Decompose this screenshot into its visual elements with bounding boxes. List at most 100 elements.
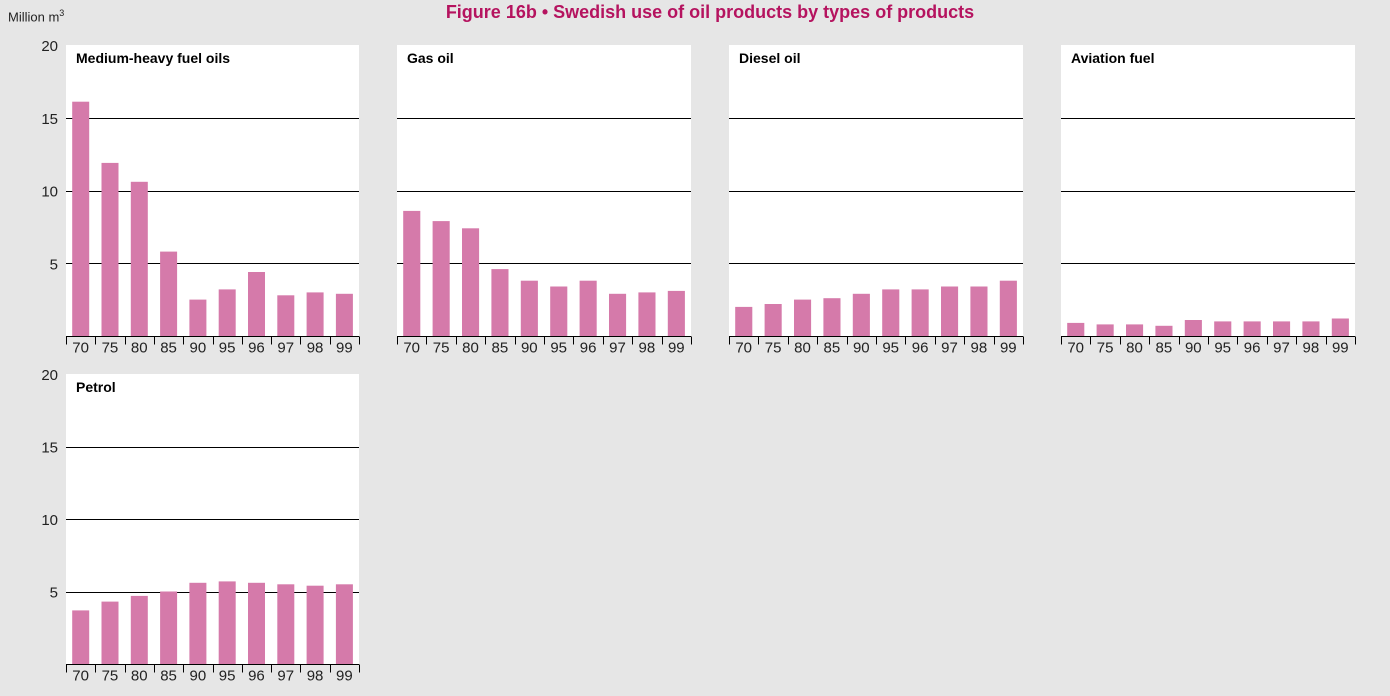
bar [130, 595, 148, 664]
x-tick-label: 75 [765, 340, 782, 357]
bar [852, 293, 870, 336]
bar [160, 251, 178, 336]
x-tick-label: 95 [1214, 340, 1231, 357]
bar [823, 298, 841, 336]
bar [1214, 321, 1232, 336]
bar [462, 228, 480, 336]
x-tick-label: 96 [580, 340, 597, 357]
bar [941, 286, 959, 336]
x-tick-label: 75 [1097, 340, 1114, 357]
bar [999, 280, 1017, 336]
x-tick-label: 70 [1067, 340, 1084, 357]
x-tick-label: 75 [433, 340, 450, 357]
x-tick-label: 99 [668, 340, 685, 357]
x-tick-label: 75 [102, 668, 119, 685]
x-tick-label: 70 [735, 340, 752, 357]
bar [432, 221, 450, 336]
x-tick-label: 85 [160, 668, 177, 685]
bar [579, 280, 597, 336]
bar [101, 162, 119, 336]
y-tick-label: 20 [41, 367, 58, 384]
bar [1243, 321, 1261, 336]
bar [189, 582, 207, 664]
panel-title: Gas oil [407, 50, 454, 66]
y-tick-label: 5 [50, 256, 58, 273]
x-tick-label: 90 [853, 340, 870, 357]
x-tick-label: 90 [1185, 340, 1202, 357]
bar [130, 181, 148, 336]
bar [1067, 322, 1085, 336]
bar [1184, 320, 1202, 336]
x-tick-label: 75 [102, 340, 119, 357]
bar [72, 610, 90, 664]
x-tick-label: 98 [639, 340, 656, 357]
bar [403, 210, 421, 336]
x-tick-label: 85 [824, 340, 841, 357]
bar [794, 299, 812, 336]
y-tick-label: 15 [41, 440, 58, 457]
x-tick-label: 96 [248, 340, 265, 357]
x-tick-label: 99 [336, 340, 353, 357]
x-tick-label: 95 [550, 340, 567, 357]
x-tick-label: 80 [462, 340, 479, 357]
bar [306, 585, 324, 664]
bar [248, 272, 265, 336]
x-tick-label: 80 [1126, 340, 1143, 357]
bar [970, 286, 988, 336]
x-tick-label: 96 [248, 668, 265, 685]
x-tick-label: 99 [1000, 340, 1017, 357]
x-tick-label: 70 [72, 340, 89, 357]
bar [1126, 324, 1144, 336]
bar [1331, 318, 1349, 336]
x-tick-label: 97 [609, 340, 626, 357]
x-tick-label: 95 [219, 668, 236, 685]
panel-title: Aviation fuel [1071, 50, 1155, 66]
x-tick-label: 85 [492, 340, 509, 357]
bar [911, 289, 929, 336]
x-tick-label: 97 [941, 340, 958, 357]
bar [520, 280, 538, 336]
x-tick-label: 97 [277, 668, 294, 685]
figure-title: Figure 16b • Swedish use of oil products… [445, 2, 975, 22]
x-tick-label: 98 [971, 340, 988, 357]
panel-title: Petrol [76, 379, 116, 395]
y-tick-label: 15 [41, 111, 58, 128]
bar [277, 584, 295, 665]
bar [609, 293, 627, 336]
bar [491, 269, 509, 336]
bar [1302, 321, 1320, 336]
bar [101, 601, 119, 664]
bar [1155, 325, 1173, 336]
x-tick-label: 98 [307, 668, 324, 685]
unit-label-superscript: 3 [59, 8, 65, 18]
bar [550, 286, 568, 336]
x-tick-label: 80 [131, 340, 148, 357]
x-tick-label: 98 [307, 340, 324, 357]
bar [218, 289, 236, 336]
x-tick-label: 80 [794, 340, 811, 357]
y-tick-label: 5 [50, 585, 58, 602]
bar [248, 582, 265, 664]
y-tick-label: 20 [41, 38, 58, 55]
x-tick-label: 98 [1303, 340, 1320, 357]
x-tick-label: 85 [1156, 340, 1173, 357]
x-tick-label: 85 [160, 340, 177, 357]
chart-panel: 5 10 15 20 70 75 80 85 90 95 96 97 98 99 Medium-heavy … [41, 38, 360, 357]
bar [764, 304, 782, 336]
bar [638, 292, 656, 336]
panel-title: Diesel oil [739, 50, 800, 66]
x-tick-label: 96 [912, 340, 929, 357]
x-tick-label: 90 [190, 340, 207, 357]
bar [335, 293, 353, 336]
x-tick-label: 80 [131, 668, 148, 685]
bar [1096, 324, 1114, 336]
x-tick-label: 70 [72, 668, 89, 685]
bar [277, 295, 295, 336]
bar [1273, 321, 1291, 336]
panel-title: Medium-heavy fuel oils [76, 50, 230, 66]
bar [306, 292, 324, 336]
bar [72, 101, 90, 336]
chart-panel: 70 75 80 85 90 95 96 97 98 99 Gas oil [397, 45, 692, 357]
bar [667, 290, 685, 336]
